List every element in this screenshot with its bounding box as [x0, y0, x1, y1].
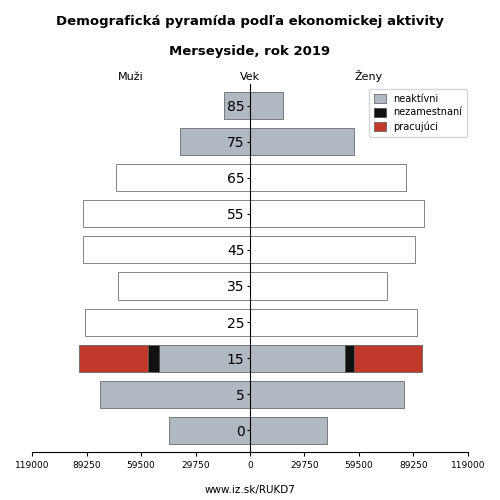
- Text: Demografická pyramída podľa ekonomickej aktivity: Demografická pyramída podľa ekonomickej …: [56, 15, 444, 28]
- Bar: [79, 344, 148, 372]
- Bar: [224, 92, 250, 119]
- Text: Ženy: Ženy: [355, 70, 383, 82]
- Text: Vek: Vek: [240, 72, 260, 82]
- Bar: [100, 380, 250, 408]
- Bar: [180, 128, 250, 155]
- Text: Muži: Muži: [118, 72, 144, 82]
- Bar: [250, 272, 387, 299]
- Bar: [170, 417, 250, 444]
- Bar: [345, 344, 354, 372]
- Bar: [84, 236, 250, 264]
- Text: www.iz.sk/RUKD7: www.iz.sk/RUKD7: [204, 485, 296, 495]
- Bar: [354, 344, 422, 372]
- Bar: [250, 164, 406, 191]
- Bar: [250, 128, 354, 155]
- Bar: [250, 380, 404, 408]
- Bar: [250, 236, 414, 264]
- Bar: [84, 200, 250, 228]
- Bar: [158, 344, 250, 372]
- Bar: [250, 200, 424, 228]
- Bar: [250, 92, 283, 119]
- Bar: [116, 164, 250, 191]
- Bar: [118, 272, 250, 299]
- Bar: [86, 308, 250, 336]
- Legend: neaktívni, nezamestnaní, pracujúci: neaktívni, nezamestnaní, pracujúci: [369, 88, 467, 136]
- Bar: [250, 417, 327, 444]
- Bar: [250, 308, 416, 336]
- Text: Merseyside, rok 2019: Merseyside, rok 2019: [170, 45, 330, 58]
- Bar: [250, 344, 345, 372]
- Bar: [148, 344, 158, 372]
